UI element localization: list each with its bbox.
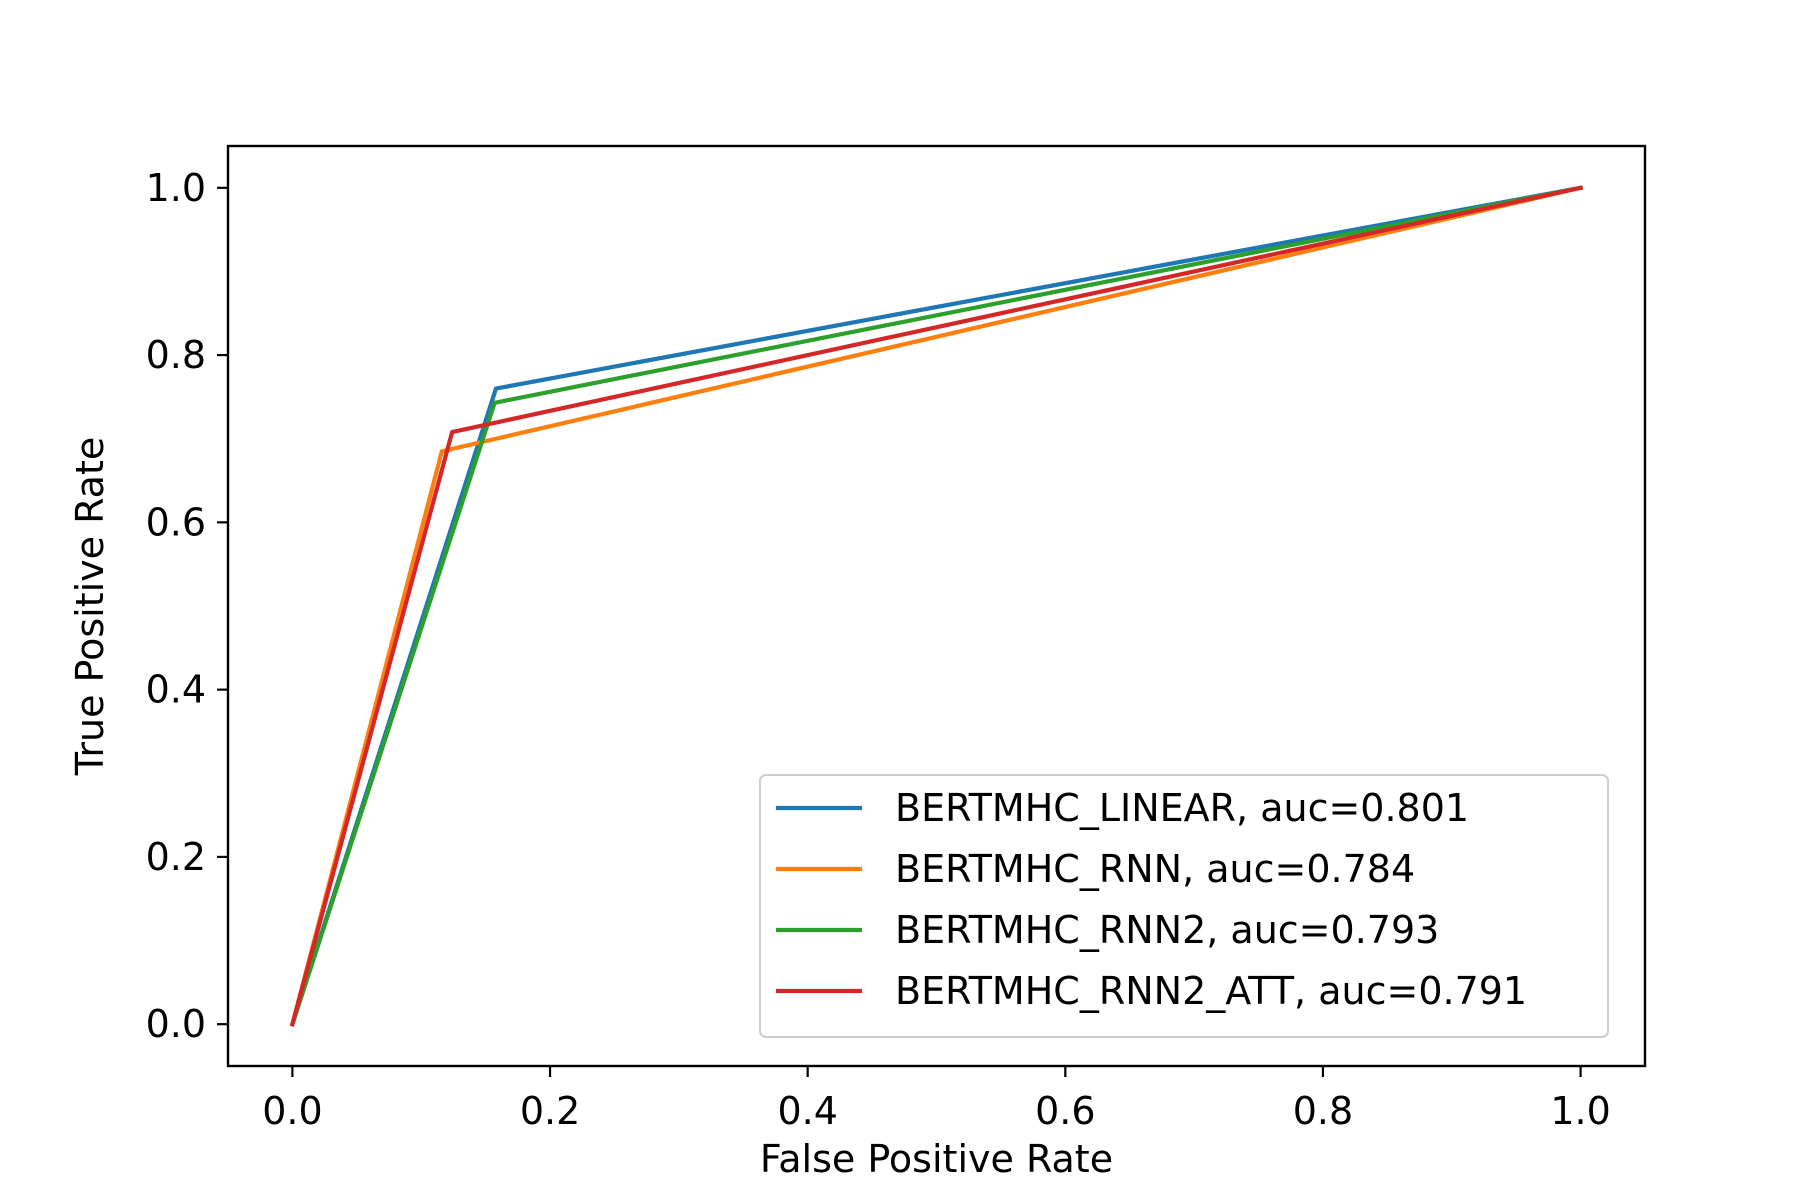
x-tick-label: 0.2 bbox=[520, 1089, 580, 1133]
y-tick-label: 0.8 bbox=[146, 333, 206, 377]
legend-label-3: BERTMHC_RNN2, auc=0.793 bbox=[895, 908, 1439, 952]
legend-label-4: BERTMHC_RNN2_ATT, auc=0.791 bbox=[895, 969, 1527, 1013]
series-line-3 bbox=[289, 185, 1584, 1027]
series-line-4 bbox=[289, 185, 1584, 1027]
y-axis-ticks: 0.0 0.2 0.4 0.6 0.8 1.0 bbox=[146, 166, 228, 1046]
y-tick-label: 0.4 bbox=[146, 668, 206, 712]
x-tick-label: 0.0 bbox=[262, 1089, 322, 1133]
legend-label-1: BERTMHC_LINEAR, auc=0.801 bbox=[895, 786, 1469, 830]
y-axis-title: True Positive Rate bbox=[68, 437, 112, 777]
x-tick-label: 0.8 bbox=[1293, 1089, 1353, 1133]
y-tick-label: 0.6 bbox=[146, 500, 206, 544]
legend-box bbox=[759, 774, 1609, 1038]
y-tick-label: 0.2 bbox=[146, 835, 206, 879]
y-tick-label: 0.0 bbox=[146, 1002, 206, 1046]
axes-frame bbox=[226, 144, 1647, 1068]
x-tick-label: 0.6 bbox=[1035, 1089, 1095, 1133]
x-axis-ticks: 0.0 0.2 0.4 0.6 0.8 1.0 bbox=[262, 1066, 1611, 1133]
x-axis-title: False Positive Rate bbox=[760, 1137, 1113, 1181]
series-layer bbox=[289, 185, 1584, 1027]
x-tick-label: 0.4 bbox=[777, 1089, 837, 1133]
plot-area-border bbox=[226, 144, 1647, 1068]
y-tick-label: 1.0 bbox=[146, 166, 206, 210]
legend-label-2: BERTMHC_RNN, auc=0.784 bbox=[895, 847, 1415, 891]
legend: BERTMHC_LINEAR, auc=0.801 BERTMHC_RNN, au… bbox=[759, 774, 1609, 1038]
x-tick-label: 1.0 bbox=[1550, 1089, 1610, 1133]
